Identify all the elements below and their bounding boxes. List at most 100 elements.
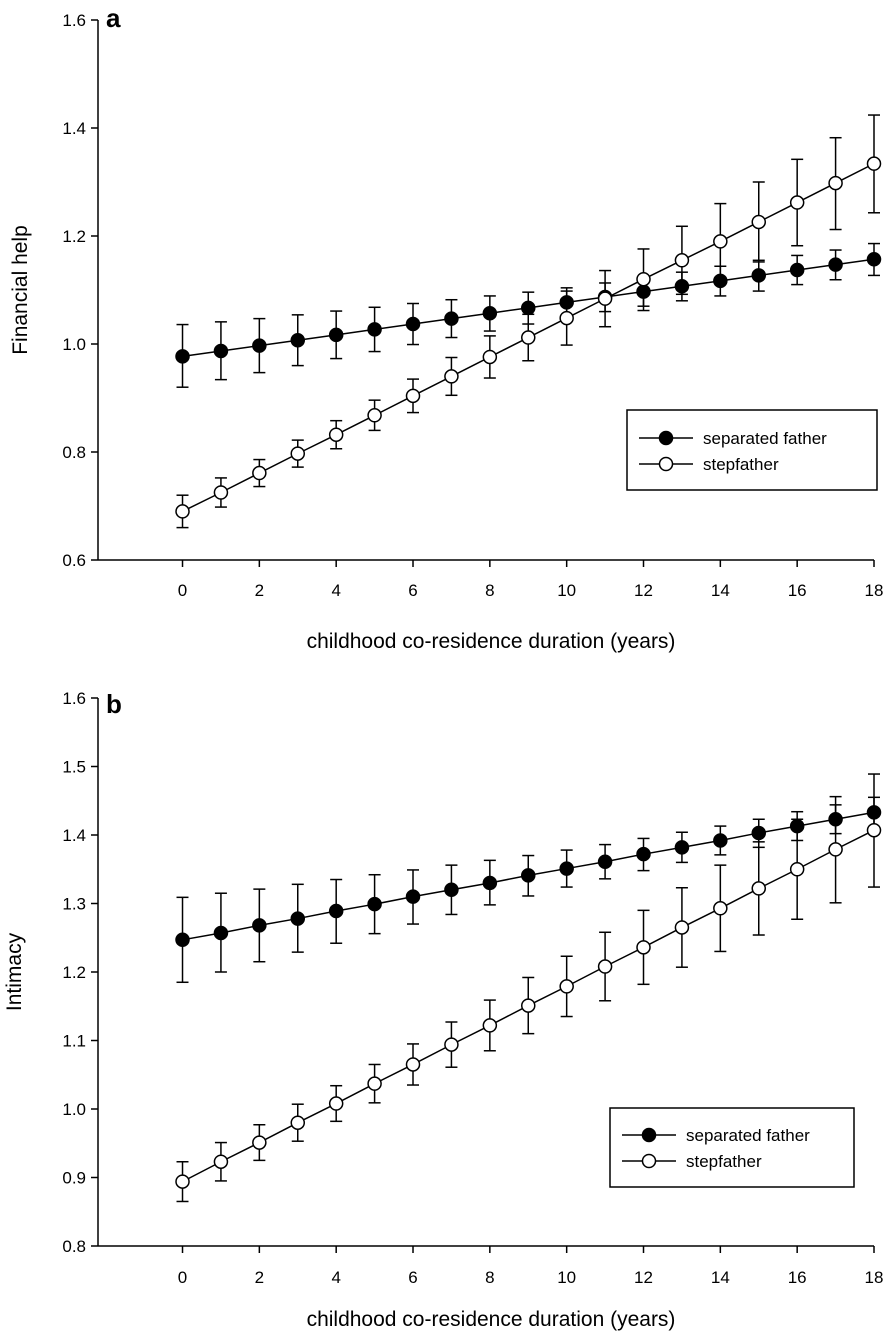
x-tick-label: 10 <box>557 581 576 600</box>
legend-label: separated father <box>686 1126 810 1145</box>
y-tick-label: 1.2 <box>62 963 86 982</box>
y-tick-label: 1.3 <box>62 895 86 914</box>
data-point <box>367 896 382 912</box>
data-point <box>636 271 651 287</box>
legend-label: stepfather <box>686 1152 762 1171</box>
data-point <box>444 369 459 384</box>
x-tick-label: 14 <box>711 581 730 600</box>
data-point <box>252 338 267 353</box>
data-point <box>405 316 421 332</box>
data-point <box>175 932 190 948</box>
data-point <box>328 1096 344 1111</box>
x-tick-label: 6 <box>408 581 417 600</box>
x-tick-label: 2 <box>255 1268 264 1287</box>
y-tick-label: 0.9 <box>62 1169 86 1188</box>
legend-marker <box>641 1127 657 1143</box>
data-point <box>482 1018 498 1033</box>
data-point <box>636 940 651 955</box>
data-point <box>713 833 728 848</box>
y-tick-label: 1.6 <box>62 11 86 30</box>
data-point <box>175 504 190 519</box>
data-point <box>444 311 459 326</box>
data-point <box>328 427 344 442</box>
y-tick-label: 1.5 <box>62 758 86 777</box>
data-point <box>482 349 498 365</box>
data-point <box>521 868 536 883</box>
legend-label: stepfather <box>703 455 779 474</box>
data-point <box>521 998 536 1013</box>
x-tick-label: 8 <box>485 1268 494 1287</box>
data-point <box>367 322 382 337</box>
legend-marker <box>658 456 674 472</box>
data-point <box>597 854 613 869</box>
data-point <box>213 343 229 359</box>
data-point <box>559 310 574 326</box>
data-point <box>367 1076 382 1091</box>
data-point <box>521 330 536 345</box>
panel-letter: b <box>106 689 122 719</box>
x-tick-label: 6 <box>408 1268 417 1287</box>
data-point <box>828 175 843 191</box>
data-point <box>789 195 805 210</box>
x-tick-label: 4 <box>331 581 340 600</box>
y-tick-label: 0.6 <box>62 551 86 570</box>
data-point <box>290 332 306 348</box>
x-tick-label: 12 <box>634 581 653 600</box>
x-tick-label: 18 <box>865 1268 884 1287</box>
data-point <box>751 881 767 896</box>
data-point <box>636 846 651 862</box>
x-tick-label: 12 <box>634 1268 653 1287</box>
data-point <box>175 349 190 364</box>
data-point <box>713 901 728 916</box>
series-stepfather <box>175 114 882 529</box>
y-tick-label: 1.0 <box>62 1100 86 1119</box>
y-tick-label: 0.8 <box>62 443 86 462</box>
data-point <box>866 251 882 267</box>
data-point <box>521 300 536 316</box>
x-tick-label: 10 <box>557 1268 576 1287</box>
y-tick-label: 1.6 <box>62 689 86 708</box>
data-point <box>789 262 805 278</box>
data-point <box>328 903 344 919</box>
x-tick-label: 18 <box>865 581 884 600</box>
y-axis-title: Financial help <box>9 225 32 355</box>
data-point <box>751 214 767 230</box>
data-point <box>252 465 267 481</box>
data-point <box>751 268 767 283</box>
legend: separated father stepfather <box>609 1107 855 1188</box>
data-point <box>789 862 805 877</box>
data-point <box>674 840 690 855</box>
data-point <box>290 911 306 926</box>
panel-b: 0.8 0.9 1.0 1.1 1.2 1.3 1.4 1.5 1.6 0 2 4 6 8 10 12 14 16… <box>3 689 883 1331</box>
legend-label: separated father <box>703 429 827 448</box>
data-point <box>405 1057 421 1072</box>
x-tick-label: 16 <box>788 1268 807 1287</box>
data-point <box>713 234 728 249</box>
data-point <box>252 918 267 933</box>
y-tick-label: 1.4 <box>62 119 86 138</box>
data-point <box>828 842 843 857</box>
data-point <box>405 388 421 404</box>
series-stepfather <box>175 773 882 1203</box>
legend-marker <box>641 1153 657 1169</box>
y-tick-label: 1.4 <box>62 826 86 845</box>
data-point <box>866 156 882 171</box>
data-point <box>290 1115 306 1130</box>
x-tick-label: 4 <box>331 1268 340 1287</box>
legend-marker <box>658 430 674 446</box>
legend-box <box>609 1107 855 1188</box>
data-point <box>559 861 574 876</box>
x-tick-label: 0 <box>178 581 187 600</box>
data-point <box>405 889 421 904</box>
data-point <box>751 825 767 841</box>
y-tick-label: 1.1 <box>62 1032 86 1051</box>
data-point <box>597 291 613 306</box>
panel-letter: a <box>106 3 121 33</box>
y-tick-label: 1.0 <box>62 335 86 354</box>
x-tick-label: 2 <box>255 581 264 600</box>
x-axis-title: childhood co-residence duration (years) <box>307 630 676 653</box>
x-tick-label: 14 <box>711 1268 730 1287</box>
data-point <box>559 979 574 994</box>
data-point <box>175 1174 190 1189</box>
